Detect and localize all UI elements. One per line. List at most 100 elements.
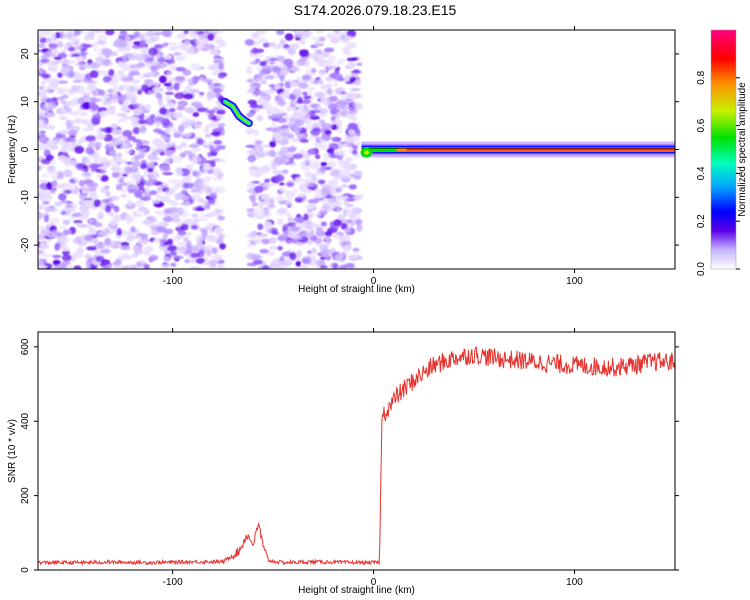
noise-speck — [355, 218, 363, 226]
y-tick-label: 20 — [20, 48, 31, 60]
noise-speck — [250, 255, 259, 260]
noise-speck — [246, 79, 254, 83]
noise-speck — [58, 129, 70, 135]
snr-x-label: Height of straight line (km) — [298, 585, 415, 596]
noise-speck — [191, 75, 199, 84]
noise-speck — [303, 213, 309, 221]
noise-speck — [159, 151, 165, 156]
noise-speck — [166, 85, 174, 91]
noise-speck — [93, 222, 103, 228]
noise-speck — [52, 260, 62, 265]
noise-speck — [213, 140, 223, 145]
noise-speck — [345, 80, 354, 85]
noise-speck — [57, 80, 69, 84]
noise-speck — [145, 103, 151, 111]
noise-speck — [53, 208, 60, 213]
noise-speck — [320, 221, 327, 227]
noise-speck — [244, 39, 255, 46]
noise-speck — [349, 87, 361, 92]
noise-speck — [85, 179, 92, 186]
noise-speck — [303, 159, 315, 163]
noise-speck — [149, 254, 159, 261]
noise-speck — [88, 190, 97, 196]
noise-speck — [160, 264, 169, 269]
ridge-red — [406, 148, 675, 151]
noise-speck — [258, 147, 264, 152]
noise-speck — [319, 139, 327, 144]
noise-speck — [38, 132, 43, 136]
noise-speck — [51, 47, 59, 55]
noise-speck — [140, 47, 148, 54]
noise-speck — [83, 91, 93, 96]
noise-speck — [334, 254, 345, 260]
noise-speck — [332, 80, 339, 88]
noise-speck — [317, 191, 328, 197]
noise-speck — [309, 116, 321, 120]
noise-speck — [299, 109, 307, 118]
noise-speck — [61, 94, 69, 99]
noise-speck — [349, 212, 361, 219]
noise-speck — [349, 134, 360, 143]
noise-speck — [60, 145, 69, 153]
noise-speck — [120, 144, 132, 149]
noise-speck — [145, 117, 155, 126]
noise-speck — [173, 132, 181, 138]
noise-speck — [327, 65, 338, 70]
noise-speck — [166, 102, 175, 108]
noise-speck — [71, 53, 81, 57]
noise-speck — [219, 243, 226, 250]
noise-speck — [303, 95, 312, 100]
noise-speck — [261, 238, 270, 245]
snr-frame — [37, 331, 676, 571]
noise-speck — [353, 170, 363, 177]
noise-speck — [50, 229, 59, 236]
noise-speck — [54, 138, 66, 145]
noise-speck — [46, 112, 57, 118]
noise-speck — [106, 108, 117, 116]
noise-speck — [162, 256, 171, 262]
noise-speck — [245, 243, 257, 247]
noise-speck — [101, 48, 113, 56]
noise-speck — [217, 158, 227, 163]
noise-speck — [180, 223, 189, 231]
noise-speck — [123, 66, 132, 71]
noise-speck — [305, 204, 316, 210]
noise-speck — [151, 199, 161, 204]
noise-speck — [69, 110, 80, 116]
blob-layer — [224, 101, 250, 124]
noise-speck — [213, 227, 224, 234]
noise-speck — [134, 176, 141, 184]
noise-speck — [353, 101, 362, 110]
noise-speck — [292, 153, 304, 159]
noise-speck — [296, 179, 306, 183]
colorbar-ticks: 0.0 0.2 0.4 0.6 0.8 — [696, 70, 740, 276]
noise-speck — [209, 145, 215, 153]
noise-speck — [203, 226, 211, 230]
noise-speck — [157, 56, 167, 63]
noise-speck — [121, 84, 132, 91]
noise-speck — [206, 248, 212, 257]
noise-speck — [114, 139, 125, 145]
noise-speck — [64, 106, 72, 113]
noise-speck — [173, 255, 184, 259]
noise-speck — [190, 30, 199, 34]
noise-speck — [136, 200, 142, 205]
noise-speck — [249, 103, 259, 109]
noise-speck — [302, 91, 308, 96]
colorbar-tick-label: 0.4 — [696, 166, 707, 180]
noise-speck — [325, 231, 333, 237]
noise-speck — [121, 115, 130, 119]
noise-speck — [267, 42, 277, 48]
noise-speck — [279, 187, 286, 192]
noise-speck — [249, 166, 259, 171]
noise-speck — [42, 253, 53, 258]
noise-speck — [307, 250, 312, 254]
noise-speck — [299, 51, 310, 58]
noise-speck — [69, 129, 78, 135]
noise-speck — [78, 193, 88, 200]
noise-speck — [143, 247, 154, 253]
noise-speck — [277, 245, 283, 251]
noise-speck — [59, 115, 68, 121]
noise-speck — [190, 252, 201, 258]
noise-speck — [182, 150, 193, 156]
